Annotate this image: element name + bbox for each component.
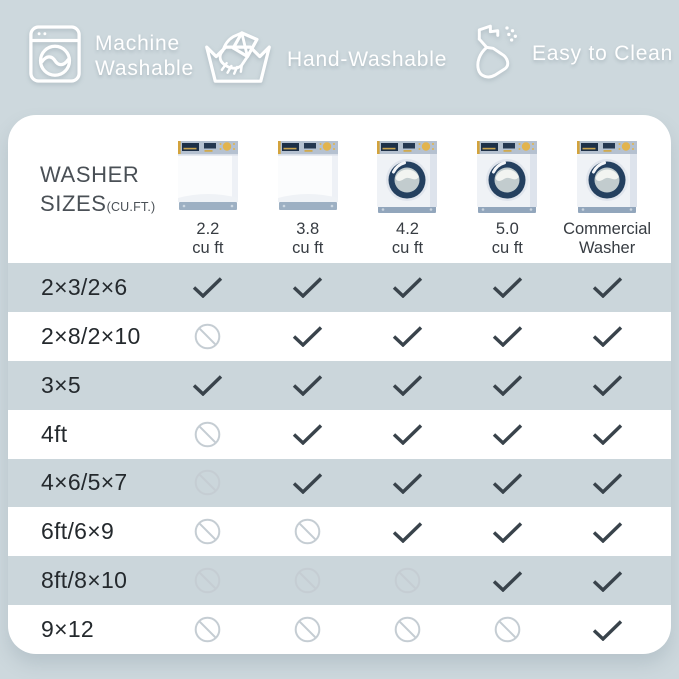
table-row: 6ft/6×9 — [8, 507, 671, 556]
check-icon — [258, 423, 358, 446]
front-load-washer-icon — [577, 140, 638, 213]
table-row: 2×3/2×6 — [8, 263, 671, 312]
prohibited-icon — [258, 518, 358, 545]
check-icon — [358, 374, 458, 397]
row-size-label: 3×5 — [41, 371, 81, 398]
table-row: 8ft/8×10 — [8, 556, 671, 606]
check-icon — [457, 276, 557, 299]
row-size-label: 6ft/6×9 — [41, 518, 115, 545]
column-header-4-2: 4.2 cu ft — [358, 115, 458, 263]
row-size-label: 2×3/2×6 — [41, 273, 128, 300]
feature-machine-washable: Machine Washable — [28, 24, 205, 89]
column-label-line2: Washer — [578, 238, 636, 257]
column-label-line2: cu ft — [391, 238, 424, 257]
table-row: 4×6/5×7 — [8, 458, 671, 508]
check-icon — [457, 472, 557, 494]
prohibited-icon — [158, 469, 258, 496]
column-label-line1: 4.2 — [396, 219, 419, 238]
prohibited-icon — [158, 518, 258, 545]
column-header-5-0: 5.0 cu ft — [457, 115, 557, 263]
prohibited-icon — [258, 616, 358, 643]
prohibited-icon — [358, 567, 458, 594]
corner-title-line1: WASHER — [40, 161, 140, 187]
corner-title-line2: SIZES(CU.FT.) — [40, 190, 156, 216]
check-icon — [457, 374, 557, 397]
front-load-washer-icon — [477, 140, 538, 213]
table-row: 9×12 — [8, 605, 671, 654]
check-icon — [258, 472, 358, 494]
prohibited-icon — [258, 567, 358, 594]
row-size-label: 4ft — [41, 420, 68, 447]
check-icon — [358, 521, 458, 543]
prohibited-icon — [358, 616, 458, 643]
feature-hand-washable-label: Hand-Washable — [287, 47, 448, 71]
check-icon — [457, 521, 557, 543]
check-icon — [358, 276, 458, 299]
column-label-line1: 2.2 — [196, 219, 220, 238]
table-rows: 2×3/2×6 2×8/2×10 3×5 4ft 4×6/5×7 6ft/6×9 8ft/8… — [8, 263, 671, 654]
table-row: 3×5 — [8, 360, 671, 410]
column-header-2-2: 2.2 cu ft — [158, 115, 258, 263]
table-header-row: WASHER SIZES(CU.FT.) — [8, 115, 671, 263]
check-icon — [557, 423, 657, 446]
prohibited-icon — [457, 616, 557, 643]
column-label-line2: cu ft — [292, 238, 324, 257]
check-icon — [557, 374, 657, 397]
row-size-label: 4×6/5×7 — [41, 469, 128, 496]
feature-machine-washable-label: Machine Washable — [95, 31, 195, 80]
row-size-label: 8ft/8×10 — [41, 567, 128, 594]
check-icon — [358, 325, 458, 348]
check-icon — [158, 276, 258, 299]
column-header-commercial: Commercial Washer — [557, 115, 657, 263]
feature-easy-to-clean: Easy to Clean — [471, 22, 673, 87]
table-row: 2×8/2×10 — [8, 312, 671, 361]
table-corner-title: WASHER SIZES(CU.FT.) — [8, 162, 158, 217]
check-icon — [557, 570, 657, 592]
column-label-line1: 5.0 — [495, 219, 519, 238]
column-header-3-8: 3.8 cu ft — [258, 115, 358, 263]
check-icon — [358, 423, 458, 446]
check-icon — [557, 325, 657, 348]
row-size-label: 2×8/2×10 — [41, 322, 141, 349]
check-icon — [258, 374, 358, 397]
table-row: 4ft — [8, 410, 671, 459]
feature-easy-to-clean-label: Easy to Clean — [532, 42, 674, 66]
check-icon — [557, 472, 657, 494]
column-label-line1: Commercial — [563, 219, 652, 238]
row-size-label: 9×12 — [41, 616, 95, 643]
washer-size-comparison-panel: WASHER SIZES(CU.FT.) — [8, 115, 671, 654]
prohibited-icon — [158, 421, 258, 448]
column-label-line2: cu ft — [192, 238, 224, 257]
feature-hand-washable: Hand-Washable — [202, 27, 447, 93]
column-label-line2: cu ft — [491, 238, 523, 257]
check-icon — [457, 570, 557, 592]
check-icon — [457, 325, 557, 348]
machine-washable-icon — [28, 24, 82, 89]
front-load-washer-icon — [377, 140, 438, 213]
check-icon — [557, 619, 657, 641]
top-load-washer-icon — [177, 140, 238, 210]
check-icon — [457, 423, 557, 446]
prohibited-icon — [158, 616, 258, 643]
check-icon — [358, 472, 458, 494]
hand-washable-icon — [202, 27, 274, 93]
check-icon — [258, 325, 358, 348]
check-icon — [258, 276, 358, 299]
corner-title-units: (CU.FT.) — [106, 199, 156, 214]
top-load-washer-icon — [277, 140, 338, 210]
prohibited-icon — [158, 567, 258, 594]
prohibited-icon — [158, 323, 258, 350]
column-label-line1: 3.8 — [296, 219, 320, 238]
check-icon — [557, 276, 657, 299]
easy-to-clean-icon — [471, 22, 519, 87]
check-icon — [158, 374, 258, 397]
check-icon — [557, 521, 657, 543]
